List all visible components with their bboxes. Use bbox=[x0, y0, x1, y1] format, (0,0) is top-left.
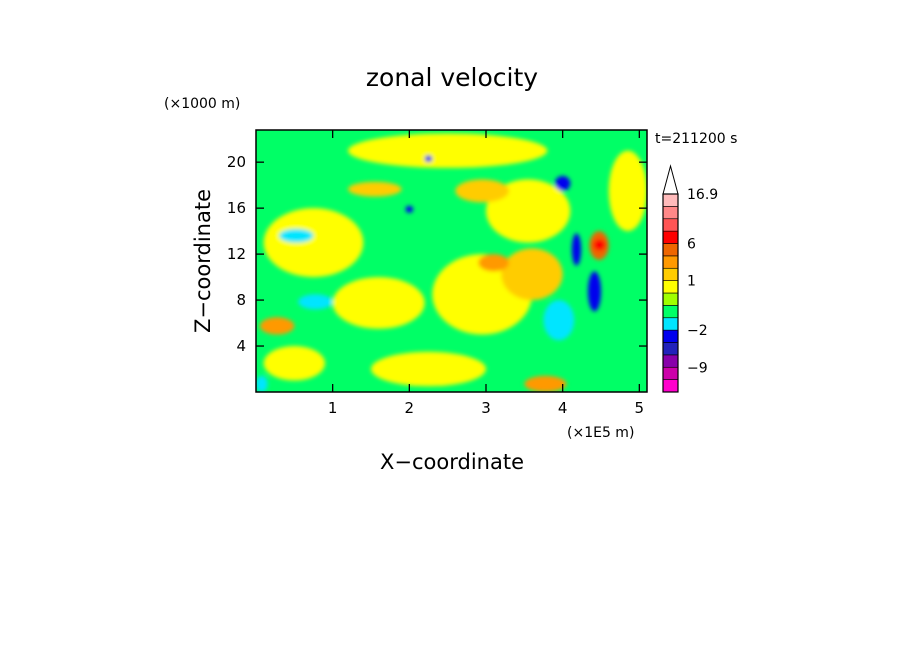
y-tick-label: 16 bbox=[227, 199, 246, 217]
colorbar-label: −9 bbox=[687, 360, 708, 376]
colorbar-label: −2 bbox=[687, 323, 708, 339]
colorbar-swatch bbox=[662, 193, 679, 207]
colorbar-swatch bbox=[662, 255, 679, 269]
colorbar-frame bbox=[662, 193, 679, 393]
contour-region bbox=[405, 205, 414, 213]
contour-region bbox=[608, 150, 647, 232]
y-axis: 4 8 12 16 20 bbox=[227, 153, 647, 355]
colorbar-label: 6 bbox=[687, 237, 696, 253]
x-tick-label: 4 bbox=[558, 399, 568, 417]
x-axis-label: X−coordinate bbox=[380, 450, 524, 474]
contour-region bbox=[371, 351, 486, 387]
colorbar-swatch bbox=[662, 305, 679, 319]
contour-region bbox=[543, 300, 575, 341]
colorbar-swatch bbox=[662, 280, 679, 294]
y-tick-label: 20 bbox=[227, 153, 246, 171]
y-unit-label: (×1000 m) bbox=[164, 96, 240, 112]
colorbar-swatch bbox=[662, 342, 679, 356]
contour-region bbox=[593, 239, 606, 251]
contour-region bbox=[259, 317, 295, 335]
x-axis: 1 2 3 4 5 bbox=[328, 130, 644, 417]
colorbar-swatch bbox=[662, 379, 679, 393]
y-tick-label: 12 bbox=[227, 245, 246, 263]
colorbar-label: 16.9 bbox=[687, 187, 718, 203]
x-tick-label: 3 bbox=[481, 399, 491, 417]
plot-frame bbox=[255, 129, 648, 393]
colorbar-swatch bbox=[662, 243, 679, 257]
contour-region bbox=[455, 179, 509, 203]
contour-region bbox=[332, 277, 425, 329]
contour-field bbox=[256, 130, 647, 392]
colorbar-swatch bbox=[662, 218, 679, 232]
colorbar-swatch bbox=[662, 292, 679, 306]
contour-region bbox=[298, 294, 333, 310]
y-tick-label: 8 bbox=[236, 291, 246, 309]
x-tick-label: 2 bbox=[405, 399, 415, 417]
x-unit-label: (×1E5 m) bbox=[567, 425, 634, 441]
colorbar-swatch bbox=[662, 206, 679, 220]
contour-region bbox=[486, 179, 571, 243]
x-tick-label: 1 bbox=[328, 399, 338, 417]
x-tick-label: 5 bbox=[635, 399, 645, 417]
colorbar-swatch bbox=[662, 267, 679, 281]
chart-title: zonal velocity bbox=[366, 63, 538, 92]
contour-region bbox=[555, 175, 571, 191]
contour-region bbox=[279, 228, 314, 243]
contour-region bbox=[571, 233, 582, 266]
colorbar-swatch bbox=[662, 317, 679, 331]
colorbar-swatch bbox=[662, 354, 679, 368]
colorbar-swatch bbox=[662, 329, 679, 343]
contour-regions bbox=[256, 133, 647, 392]
y-tick-label: 4 bbox=[236, 337, 246, 355]
contour-region bbox=[587, 271, 601, 312]
colorbar-swatch bbox=[662, 366, 679, 380]
colorbar-label: 1 bbox=[687, 274, 696, 290]
contour-region bbox=[478, 254, 509, 272]
colorbar-extend-arrow bbox=[662, 164, 679, 195]
contour-region bbox=[263, 208, 364, 278]
contour-region bbox=[348, 133, 548, 168]
contour-region bbox=[263, 346, 326, 381]
time-label: t=211200 s bbox=[655, 131, 737, 147]
colorbar: 16.9 6 1 −2 −9 bbox=[662, 164, 718, 393]
contour-region bbox=[424, 155, 433, 163]
contour-region bbox=[501, 248, 563, 301]
y-axis-label: Z−coordinate bbox=[191, 189, 215, 333]
contour-region bbox=[524, 375, 567, 392]
contour-region bbox=[348, 181, 402, 197]
contour-region bbox=[256, 375, 268, 392]
colorbar-swatch bbox=[662, 230, 679, 244]
